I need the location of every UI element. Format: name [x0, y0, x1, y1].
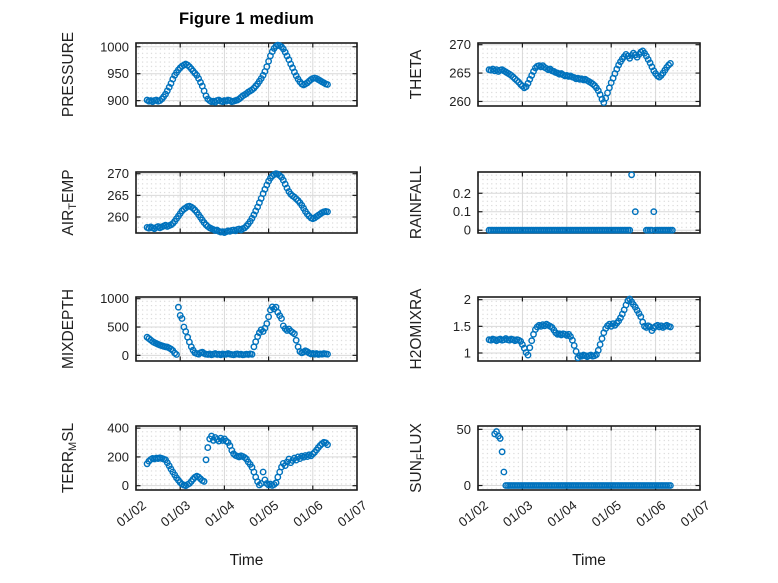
subplot-mixdepth: 0 500 1000 MIXDEPTH	[60, 289, 358, 369]
y-axis-label-pressure: PRESSURE	[60, 32, 77, 117]
y-tick-label: 0.1	[453, 204, 471, 219]
y-tick-label: 0	[122, 348, 129, 363]
subplot-h2omixra: 1 1.5 2 H2OMIXRA	[408, 288, 701, 370]
y-axis-label-rainfall: RAINFALL	[408, 166, 425, 240]
data-points	[143, 432, 331, 490]
y-tick-label: 1	[464, 346, 471, 361]
y-tick-label: 50	[457, 422, 471, 437]
y-tick-label: 2	[464, 292, 471, 307]
tick-marks	[477, 43, 701, 106]
axes-frame	[135, 42, 358, 107]
y-tick-label: 0.2	[453, 186, 471, 201]
tick-marks	[135, 43, 358, 106]
axes-frame	[477, 296, 701, 362]
y-tick-label: 1000	[100, 291, 129, 306]
y-tick-label: 270	[107, 166, 129, 181]
tick-marks	[135, 426, 358, 490]
subplot-pressure: 900 950 1000 PRESSURE	[60, 32, 358, 117]
figure-title: Figure 1 medium	[178, 10, 315, 28]
y-axis-label-sun_flux: SUNFLUX	[408, 423, 427, 493]
y-tick-label: 260	[107, 209, 129, 224]
y-axis-label-air_temp: AIRTEMP	[60, 169, 79, 235]
y-tick-label: 260	[449, 94, 471, 109]
data-points	[143, 170, 331, 237]
axes-frame	[477, 42, 701, 107]
y-tick-label: 0	[464, 223, 471, 238]
axes-frame	[135, 171, 358, 234]
x-tick-label: 01/06	[633, 498, 668, 530]
tick-marks	[135, 172, 358, 233]
data-points	[143, 303, 331, 359]
minor-grid	[479, 427, 699, 489]
x-tick-label: 01/04	[202, 498, 237, 530]
axes-frame	[135, 425, 358, 491]
minor-grid	[479, 44, 699, 105]
x-tick-label: 01/05	[589, 498, 624, 530]
y-axis-label-theta: THETA	[408, 49, 425, 99]
y-tick-label: 1000	[100, 39, 129, 54]
x-tick-label: 01/07	[678, 498, 713, 530]
y-tick-label: 270	[449, 37, 471, 52]
x-tick-label: 01/07	[335, 498, 370, 530]
data-points	[485, 47, 674, 107]
x-tick-label: 01/04	[544, 498, 579, 530]
y-axis-label-h2omixra: H2OMIXRA	[408, 288, 425, 370]
subplot-terr_msl: 0 200 400 01/02 01/03 01/04 01/05 01/06 01/07 TER…	[60, 421, 370, 530]
y-tick-label: 265	[449, 66, 471, 81]
subplot-sun_flux: 0 50 01/02 01/03 01/04 01/05 01/06 01/07 SUNFLUX	[408, 422, 713, 530]
data-points	[491, 428, 674, 489]
minor-grid	[479, 173, 699, 232]
x-tick-label: 01/05	[246, 498, 281, 530]
axes-frame	[477, 425, 701, 491]
x-tick-label: 01/03	[500, 498, 535, 530]
y-axis-label-terr_msl: TERRMSL	[60, 422, 79, 493]
data-points	[485, 171, 676, 234]
data-points	[485, 295, 674, 362]
x-tick-label: 01/02	[456, 498, 491, 530]
y-tick-label: 1.5	[453, 319, 471, 334]
y-tick-label: 0	[464, 478, 471, 493]
subplot-air_temp: 260 265 270 AIRTEMP	[60, 166, 358, 237]
x-tick-label: 01/02	[114, 498, 149, 530]
x-axis-label-right: Time	[572, 552, 606, 569]
y-tick-label: 500	[107, 320, 129, 335]
y-axis-label-mixdepth: MIXDEPTH	[60, 289, 77, 369]
axes-frame	[135, 296, 358, 362]
minor-grid	[137, 44, 356, 105]
x-axis-label-left: Time	[229, 552, 264, 569]
subplot-theta: 260 265 270 THETA	[408, 37, 701, 109]
tick-marks	[135, 297, 358, 361]
x-tick-label: 01/03	[158, 498, 193, 530]
minor-grid	[137, 427, 356, 489]
subplot-rainfall: 0 0.1 0.2 RAINFALL	[408, 166, 701, 240]
y-tick-label: 200	[107, 449, 129, 464]
tick-marks	[477, 297, 701, 361]
data-points	[143, 41, 331, 106]
y-tick-label: 950	[107, 66, 129, 81]
y-tick-label: 0	[122, 478, 129, 493]
y-tick-label: 265	[107, 188, 129, 203]
x-tick-label: 01/06	[290, 498, 325, 530]
y-tick-label: 900	[107, 93, 129, 108]
y-tick-label: 400	[107, 421, 129, 436]
